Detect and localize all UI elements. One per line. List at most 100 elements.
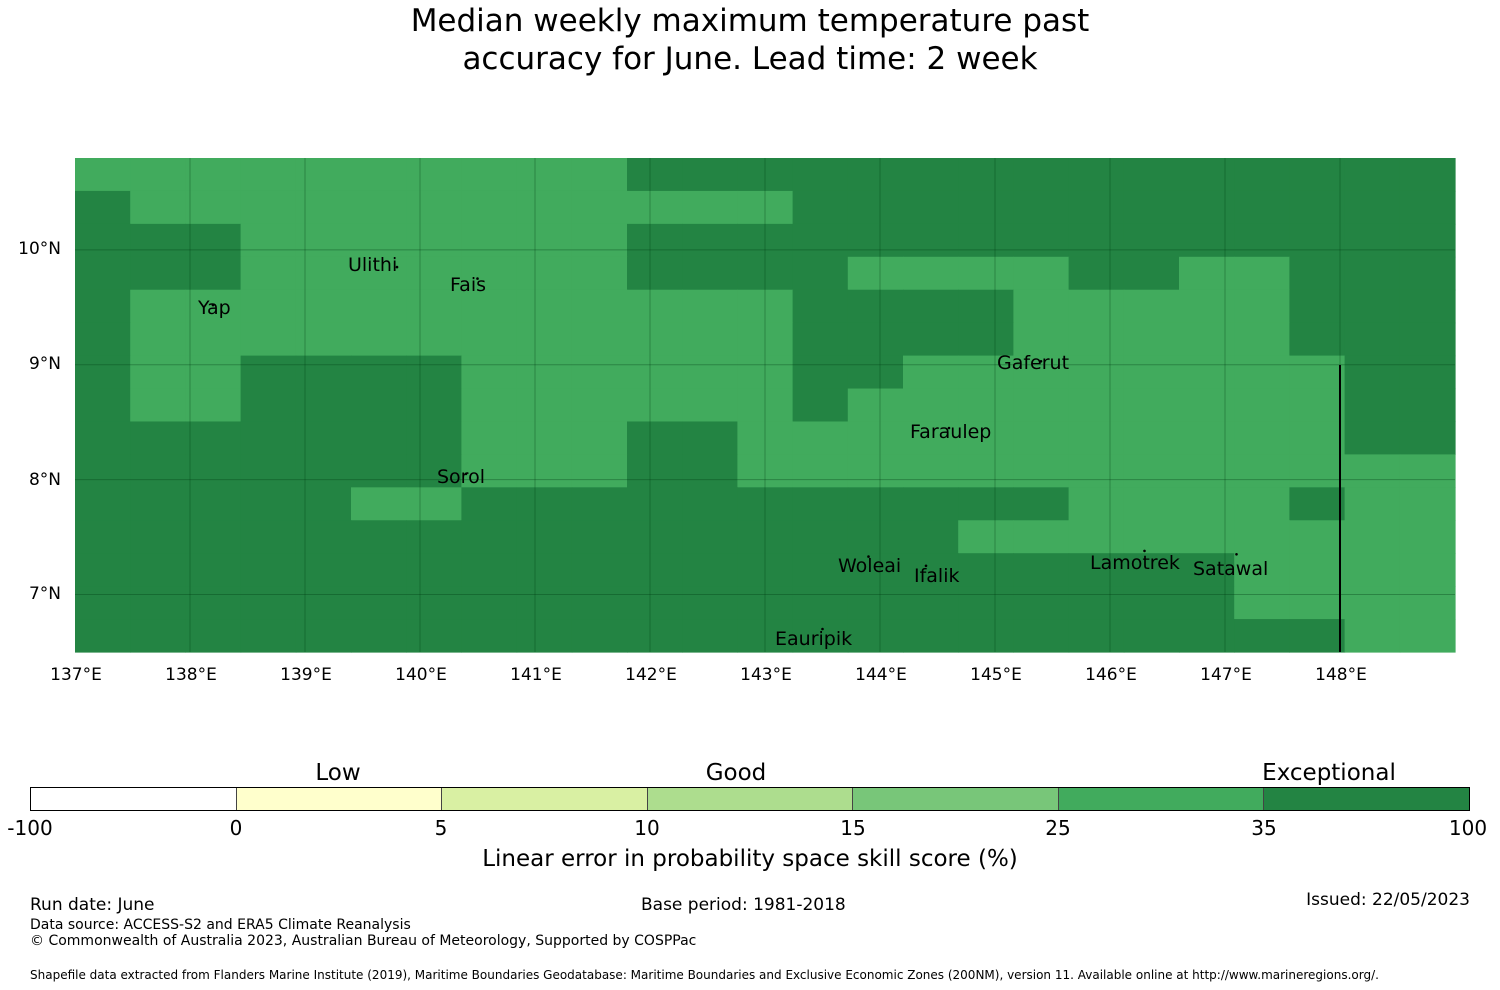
skill-cell [185, 388, 242, 423]
skill-cell [682, 190, 738, 225]
skill-cell [406, 553, 462, 587]
skill-cell [682, 487, 738, 521]
skill-cell [1399, 388, 1456, 423]
skill-cell [516, 322, 573, 357]
skill-cell [1234, 355, 1290, 390]
place-label-woleai: Woleai [838, 555, 902, 577]
skill-cell [130, 289, 186, 324]
skill-cell [1289, 322, 1346, 357]
skill-cell [1013, 553, 1070, 587]
island-dot [1143, 549, 1146, 553]
skill-cell [1179, 322, 1235, 357]
skill-cell [1234, 289, 1290, 324]
skill-cell [1123, 256, 1180, 291]
colorbar-tick-100: 100 [1448, 816, 1488, 840]
colorbar-tick-35: 35 [1251, 816, 1277, 840]
skill-cell [792, 454, 849, 488]
skill-cell [295, 190, 352, 225]
skill-cell [406, 190, 462, 225]
skill-cell [1013, 619, 1070, 653]
skill-cell [627, 355, 683, 390]
skill-cell [903, 553, 959, 587]
skill-cell [903, 520, 959, 554]
skill-cell [627, 487, 683, 521]
skill-cell [1399, 223, 1456, 258]
skill-cell [847, 256, 904, 291]
skill-cell [571, 586, 628, 620]
skill-cell [1179, 158, 1235, 192]
skill-cell [847, 421, 904, 455]
skill-cell [1179, 553, 1235, 587]
skill-cell [185, 322, 242, 357]
skill-cell [130, 553, 186, 587]
skill-cell [903, 586, 959, 620]
skill-cell [571, 223, 628, 258]
skill-cell [682, 520, 738, 554]
skill-cell [516, 388, 573, 423]
skill-cell [295, 322, 352, 357]
skill-cell [75, 586, 131, 620]
colorbar-tick-0: 0 [229, 816, 243, 840]
skill-cell [1123, 190, 1180, 225]
skill-cell [406, 454, 462, 488]
skill-cell [461, 322, 518, 357]
skill-cell [1123, 322, 1180, 357]
skill-cell [847, 388, 904, 423]
skill-cell [185, 289, 242, 324]
skill-cell [406, 487, 462, 521]
skill-cell [130, 619, 186, 653]
skill-cell [351, 256, 407, 291]
place-label-eauripik: Eauripik [775, 628, 853, 650]
skill-cell [1234, 553, 1290, 587]
skill-cell [185, 487, 242, 521]
skill-cell [958, 322, 1014, 357]
skill-cell [516, 586, 573, 620]
skill-cell [682, 158, 738, 192]
skill-cell [571, 322, 628, 357]
skill-cell [737, 223, 794, 258]
skill-cell [571, 421, 628, 455]
skill-cell [847, 553, 904, 587]
colorbar-segment-15-25 [853, 788, 1059, 810]
island-dot [867, 555, 870, 558]
skill-cell [516, 223, 573, 258]
skill-cell [1344, 388, 1401, 423]
skill-cell [295, 158, 352, 192]
run-date: Run date: June [30, 895, 155, 915]
skill-cell [958, 421, 1014, 455]
skill-cell [516, 190, 573, 225]
skill-cell [351, 355, 407, 390]
skill-cell [461, 487, 518, 521]
colorbar-tick-10: 10 [634, 816, 660, 840]
skill-cell [1399, 190, 1456, 225]
skill-cell [1289, 355, 1346, 390]
skill-cell [1068, 454, 1125, 488]
skill-cell [958, 388, 1014, 423]
skill-cell [737, 355, 794, 390]
skill-cell [682, 256, 738, 291]
skill-cell [461, 158, 518, 192]
island-dot [947, 426, 951, 430]
skill-cell [1344, 289, 1401, 324]
skill-cell [406, 355, 462, 390]
skill-cell [240, 487, 297, 521]
skill-cell [1344, 223, 1401, 258]
skill-cell [958, 619, 1014, 653]
skill-cell [627, 223, 683, 258]
skill-cell [1179, 619, 1235, 653]
category-exceptional: Exceptional [1262, 760, 1396, 786]
skill-cell [1344, 322, 1401, 357]
skill-cell [1068, 190, 1125, 225]
skill-cell [682, 322, 738, 357]
skill-cell [903, 454, 959, 488]
skill-cell [185, 355, 242, 390]
skill-cell [737, 553, 794, 587]
skill-cell [847, 289, 904, 324]
skill-cell [1013, 520, 1070, 554]
skill-cell [792, 388, 849, 423]
place-label-ifalik: Ifalik [914, 565, 960, 587]
skill-cell [958, 190, 1014, 225]
skill-cell [1068, 520, 1125, 554]
skill-cell [295, 520, 352, 554]
skill-cell [1289, 388, 1346, 423]
